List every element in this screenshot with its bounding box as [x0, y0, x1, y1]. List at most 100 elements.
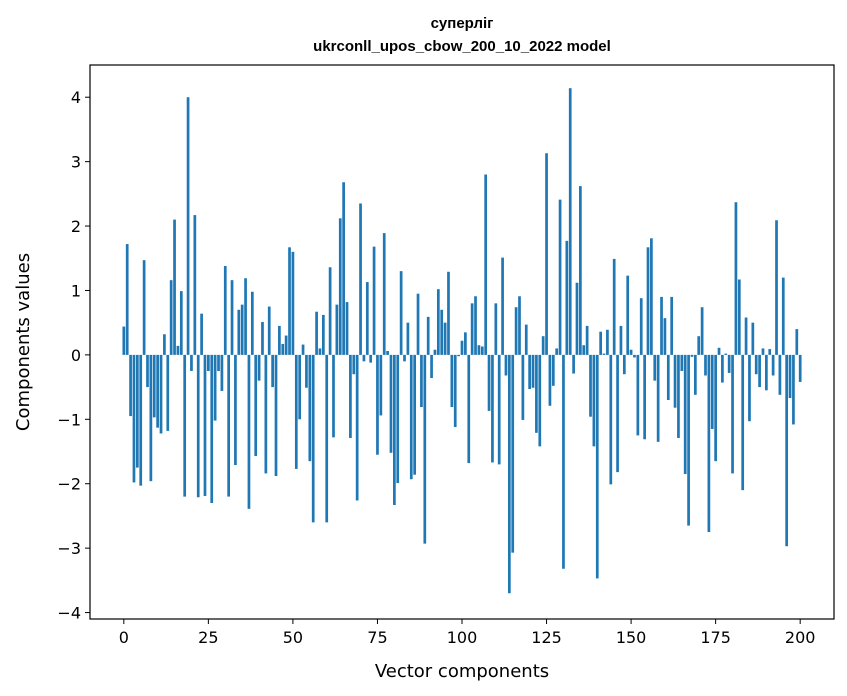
bar: [622, 354, 626, 375]
bar: [731, 354, 734, 474]
bar: [349, 354, 352, 438]
bar: [491, 354, 494, 463]
bar: [294, 354, 298, 469]
bar: [393, 354, 396, 505]
bar: [754, 354, 758, 375]
bar: [504, 354, 508, 376]
bar: [545, 153, 548, 355]
bar: [555, 348, 559, 355]
bar: [744, 317, 748, 355]
bar: [697, 336, 701, 355]
bar: [203, 354, 207, 496]
bar: [298, 354, 302, 420]
bar: [338, 218, 342, 355]
bar: [149, 354, 153, 482]
bar: [345, 302, 349, 355]
bar: [190, 354, 193, 371]
bar: [602, 353, 606, 355]
bar: [271, 354, 274, 388]
bar: [376, 354, 379, 455]
bar: [727, 354, 731, 373]
y-tick-label: −3: [57, 539, 81, 558]
bar: [518, 296, 521, 355]
x-tick-label: 25: [198, 628, 218, 647]
y-tick-label: 4: [71, 88, 81, 107]
bar: [528, 354, 531, 390]
x-tick-label: 50: [283, 628, 303, 647]
bar: [220, 354, 224, 391]
bar: [135, 354, 139, 468]
bar: [244, 278, 247, 355]
bar: [704, 354, 707, 376]
bar: [683, 354, 687, 475]
bar: [464, 332, 467, 355]
bar: [328, 267, 332, 355]
bar: [656, 354, 660, 442]
bar: [237, 309, 241, 355]
bar: [321, 314, 325, 355]
bar: [687, 354, 690, 526]
bar: [524, 324, 528, 355]
bar: [541, 336, 545, 355]
bar: [257, 354, 261, 381]
bar: [741, 354, 745, 491]
bar: [210, 354, 214, 504]
bar: [163, 334, 166, 355]
bar: [230, 280, 234, 355]
bar: [146, 354, 149, 388]
bar: [646, 247, 650, 355]
bar: [166, 354, 170, 431]
bar: [430, 354, 433, 379]
bar: [389, 354, 393, 453]
bar: [666, 354, 670, 400]
y-tick-label: 0: [71, 346, 81, 365]
bar: [365, 282, 369, 355]
bar: [186, 97, 190, 355]
bar: [592, 354, 596, 447]
bar: [467, 354, 471, 464]
bar: [159, 354, 163, 434]
bar: [152, 354, 156, 418]
bar: [626, 275, 630, 355]
bar: [585, 325, 589, 355]
bar: [565, 240, 569, 355]
bar: [122, 326, 126, 355]
bar: [589, 354, 592, 417]
x-tick-label: 150: [616, 628, 647, 647]
bar: [217, 354, 220, 371]
bar: [514, 307, 518, 355]
bar: [761, 348, 765, 355]
bar: [660, 296, 663, 355]
bar: [771, 354, 775, 376]
bar: [474, 296, 477, 355]
bar: [724, 353, 728, 355]
bar: [234, 354, 237, 466]
bar: [538, 354, 542, 447]
bar: [619, 325, 623, 355]
bar: [453, 354, 457, 428]
bar: [595, 354, 599, 579]
bar: [207, 354, 210, 371]
bar: [484, 174, 488, 355]
bar: [785, 354, 789, 547]
bar: [494, 303, 498, 355]
bar: [778, 354, 782, 395]
bar: [798, 354, 802, 382]
bar: [362, 354, 366, 362]
bar: [670, 296, 674, 355]
y-axis-label: Components values: [13, 253, 34, 431]
bar: [281, 343, 285, 355]
bar: [572, 354, 575, 374]
bar: [301, 344, 305, 355]
bar: [579, 186, 582, 355]
bar: [507, 354, 511, 594]
bar: [535, 354, 538, 433]
x-tick-label: 200: [785, 628, 816, 647]
bar: [775, 220, 778, 355]
bar: [399, 271, 403, 355]
bar: [223, 265, 227, 355]
chart-subtitle: ukrconll_upos_cbow_200_10_2022 model: [313, 38, 611, 55]
bar: [575, 282, 579, 355]
bar: [487, 354, 491, 411]
bar: [379, 354, 383, 416]
